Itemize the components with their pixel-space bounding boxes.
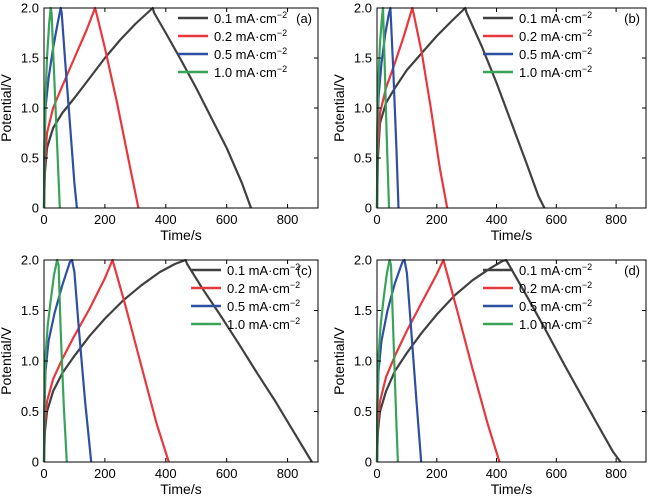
x-tick-label: 200: [426, 212, 448, 227]
x-tick-label: 400: [486, 466, 508, 481]
chart-panel-d: 0 200 400 600 800 0 0.5 1.0 1.5 2.0 Time/s Potentia…: [331, 253, 647, 496]
y-axis-label: Potential/V: [0, 73, 14, 141]
legend-label: 0.2 mA·cm−2: [214, 28, 287, 44]
chart-panel-a: 0 200 400 600 800 0 0.5 1.0 1.5 2.0 Time/s Potentia…: [0, 1, 319, 243]
y-tick-label: 0.5: [21, 404, 39, 419]
legend-label: 0.1 mA·cm−2: [214, 10, 287, 26]
legend-label: 1.0 mA·cm−2: [519, 316, 592, 332]
series-line-4: [42, 6, 61, 209]
y-tick-label: 1.5: [354, 303, 372, 318]
y-tick-label: 0: [32, 201, 39, 216]
x-tick-label: 0: [40, 212, 47, 227]
x-tick-label: 800: [605, 212, 627, 227]
x-tick-label: 800: [605, 466, 627, 481]
x-axis-label: Time/s: [160, 227, 201, 243]
plot-frame: [376, 7, 647, 209]
series-line-2: [42, 6, 140, 209]
x-tick-label: 200: [426, 466, 448, 481]
y-tick-label: 1.0: [21, 101, 39, 116]
legend-label: 0.1 mA·cm−2: [227, 262, 300, 278]
legend-label: 0.2 mA·cm−2: [519, 28, 592, 44]
series-line-1: [42, 6, 253, 209]
y-tick-label: 1.0: [354, 101, 372, 116]
y-axis-label: Potential/V: [0, 326, 14, 394]
x-tick-label: 600: [545, 466, 567, 481]
legend-label: 0.5 mA·cm−2: [214, 46, 287, 62]
legend-label: 0.1 mA·cm−2: [519, 262, 592, 278]
chart-panel-b: 0 200 400 600 800 0 0.5 1.0 1.5 2.0 Time/s Potentia…: [331, 1, 647, 243]
legend-label: 1.0 mA·cm−2: [214, 64, 287, 80]
y-tick-label: 1.5: [21, 51, 39, 66]
panel-label: (a): [296, 11, 312, 26]
series-line-4: [375, 258, 399, 463]
panel-label: (d): [624, 263, 640, 278]
x-tick-label: 600: [216, 212, 238, 227]
y-axis-label: Potential/V: [331, 326, 347, 394]
y-axis-label: Potential/V: [331, 73, 347, 141]
panel-label: (c): [297, 263, 312, 278]
x-tick-label: 600: [545, 212, 567, 227]
series-line-2: [42, 258, 170, 463]
x-tick-label: 0: [40, 466, 47, 481]
x-tick-label: 200: [94, 466, 116, 481]
y-tick-label: 1.0: [354, 354, 372, 369]
x-tick-label: 600: [216, 466, 238, 481]
series-line-1: [375, 6, 546, 209]
x-tick-label: 400: [155, 212, 177, 227]
chart-panel-c: 0 200 400 600 800 0 0.5 1.0 1.5 2.0 Time/s Potentia…: [0, 253, 319, 496]
y-tick-label: 2.0: [354, 1, 372, 16]
plot-frame: [43, 7, 319, 209]
y-tick-label: 0.5: [354, 151, 372, 166]
y-tick-label: 1.5: [354, 51, 372, 66]
legend-label: 0.1 mA·cm−2: [519, 10, 592, 26]
legend-label: 0.5 mA·cm−2: [519, 46, 592, 62]
x-tick-label: 400: [155, 466, 177, 481]
x-tick-label: 800: [277, 212, 299, 227]
legend-label: 1.0 mA·cm−2: [519, 64, 592, 80]
y-tick-label: 1.0: [21, 354, 39, 369]
series-line-1: [42, 258, 313, 463]
x-axis-label: Time/s: [160, 481, 201, 496]
x-tick-label: 0: [373, 466, 380, 481]
y-tick-label: 2.0: [21, 253, 39, 268]
series-line-4: [375, 6, 391, 209]
legend-label: 0.5 mA·cm−2: [227, 298, 300, 314]
x-tick-label: 0: [373, 212, 380, 227]
panel-label: (b): [624, 11, 640, 26]
y-tick-label: 1.5: [21, 303, 39, 318]
y-tick-label: 2.0: [21, 1, 39, 16]
x-tick-label: 800: [277, 466, 299, 481]
y-tick-label: 0.5: [21, 151, 39, 166]
legend-label: 0.2 mA·cm−2: [227, 280, 300, 296]
series-line-4: [42, 258, 68, 463]
legend-label: 0.5 mA·cm−2: [519, 298, 592, 314]
x-axis-label: Time/s: [491, 227, 532, 243]
series-line-2: [375, 6, 449, 209]
y-tick-label: 0: [365, 201, 372, 216]
plot-frame: [376, 259, 647, 463]
x-tick-label: 400: [486, 212, 508, 227]
y-tick-label: 0.5: [354, 404, 372, 419]
y-tick-label: 0: [365, 455, 372, 470]
series-line-2: [375, 258, 501, 463]
series-line-1: [375, 258, 622, 463]
x-tick-label: 200: [94, 212, 116, 227]
y-tick-label: 2.0: [354, 253, 372, 268]
x-axis-label: Time/s: [491, 481, 532, 496]
y-tick-label: 0: [32, 455, 39, 470]
legend-label: 1.0 mA·cm−2: [227, 316, 300, 332]
legend-label: 0.2 mA·cm−2: [519, 280, 592, 296]
